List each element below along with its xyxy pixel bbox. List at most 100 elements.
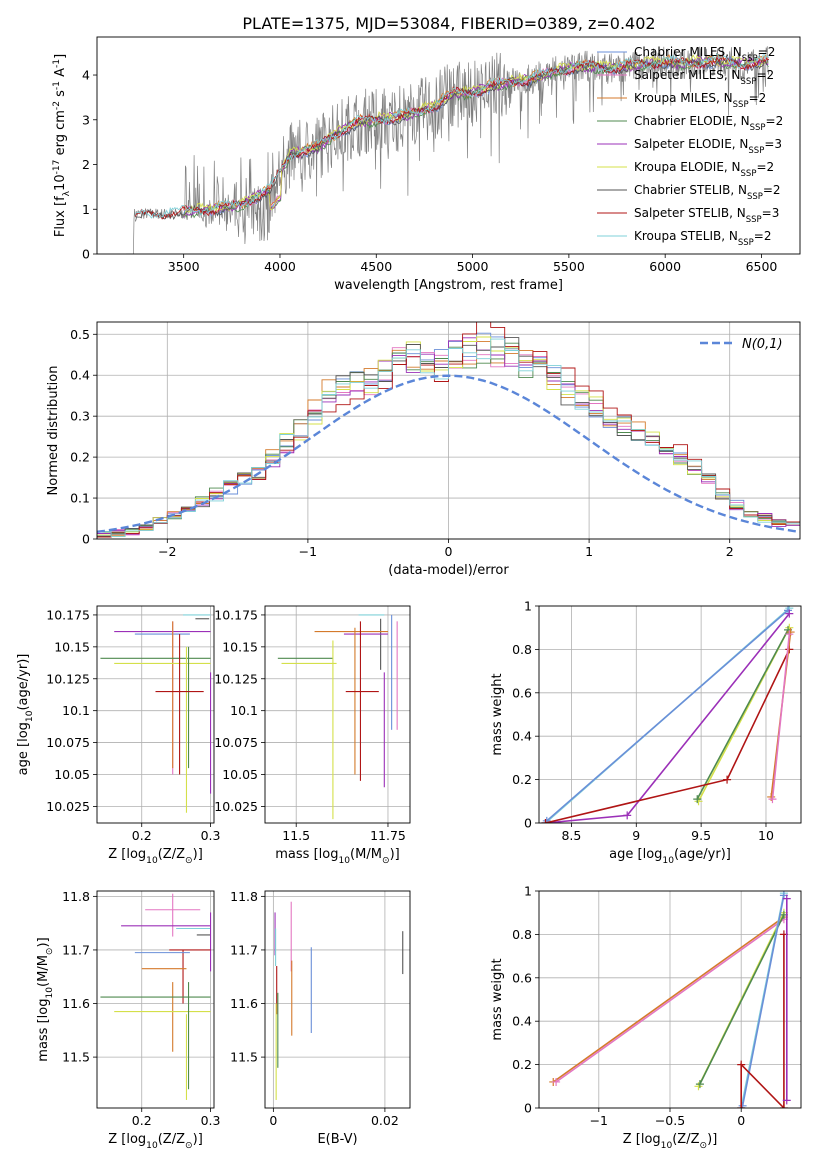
legend-label: Salpeter STELIB, NSSP=3 [634, 206, 779, 225]
x-tick-label: 0.2 [132, 1113, 152, 1128]
label-part: 10 [146, 1141, 158, 1151]
y-axis-label: Normed distribution [46, 366, 61, 496]
label-part: 10 [25, 710, 35, 722]
x-tick-label: 5000 [457, 259, 489, 274]
weight-marker [738, 1101, 747, 1108]
plot-area [100, 614, 212, 813]
label-part: -2 [52, 101, 62, 110]
axes-frame [96, 605, 215, 824]
label-part: mass [log [36, 999, 51, 1062]
x-tick-label: 4500 [360, 259, 392, 274]
label-part: N(0,1) [742, 337, 783, 352]
label-part: Z [log [623, 1132, 661, 1147]
error-bar-point [155, 634, 204, 775]
y-tick-label: 0 [82, 247, 90, 262]
weight-line-kroupa_miles [552, 916, 785, 1083]
legend-label-tail: =2 [756, 160, 774, 174]
x-tick-label: 0.02 [371, 1113, 399, 1128]
x-axis-label: wavelength [Angstrom, rest frame] [334, 278, 563, 293]
y-tick-label: 0.5 [70, 327, 90, 342]
legend-label-sub: SSP [741, 169, 757, 179]
chart-age_vs_Z: 0.2 0.3 10.025 10.05 10.075 10.1 10.125 10.15 10… [16, 605, 221, 866]
label-part: )] [193, 1132, 203, 1147]
y-tick-label: 0.4 [512, 729, 532, 744]
label-part: (Z/Z [158, 847, 185, 862]
y-tick-label: 0.4 [70, 368, 90, 383]
y-tick-label: 11.5 [230, 1050, 258, 1065]
model-spectrum-salpeter_stelib [135, 54, 769, 220]
normal-distribution-curve [97, 374, 800, 533]
legend-label-tail: =2 [756, 68, 774, 82]
plot-area [274, 901, 404, 1100]
y-tick-label: 0.2 [70, 450, 90, 465]
label-part: 10 [53, 174, 68, 191]
weight-marker [693, 795, 702, 804]
y-tick-label: 0.2 [512, 772, 532, 787]
y-tick-label: 0.4 [512, 1014, 532, 1029]
y-tick-label: 0 [524, 1101, 532, 1116]
y-tick-label: 10.025 [214, 799, 258, 814]
legend-label-tail: =2 [763, 183, 781, 197]
label-part: λ [62, 190, 72, 196]
y-tick-label: 10.1 [62, 703, 90, 718]
x-axis-label: mass [log10(M/M⊙)] [275, 847, 399, 866]
y-tick-label: 10.075 [214, 735, 258, 750]
weight-line-salpeter_miles [771, 634, 791, 800]
weight-line-chabrier_miles [546, 609, 789, 822]
legend-label: Kroupa MILES, NSSP=2 [634, 91, 766, 110]
legend-label-text: Salpeter STELIB, N [634, 206, 746, 220]
weight-marker [723, 775, 732, 784]
y-tick-label: 3 [82, 112, 90, 127]
x-tick-label: 9.5 [691, 828, 711, 843]
chart-weight_vs_Z: −1 −0.5 0 0 0.2 0.4 0.6 0.8 1 Z [log10(Z/Z⊙)] mass… [490, 884, 802, 1151]
weight-line-salpeter_miles [555, 918, 785, 1083]
label-part: ⊙ [185, 1141, 193, 1151]
label-part: )] [707, 1132, 717, 1147]
y-tick-label: 0.6 [512, 970, 532, 985]
figure-title: PLATE=1375, MJD=53084, FIBERID=0389, z=0… [242, 14, 655, 33]
x-tick-label: 8.5 [561, 828, 581, 843]
legend-label-sub: SSP [750, 123, 766, 133]
x-axis-label: E(B-V) [317, 1132, 357, 1147]
label-part: )] [193, 847, 203, 862]
y-tick-label: 0.2 [512, 1057, 532, 1072]
label-part: (data-model)/error [388, 563, 509, 578]
label-part: ⊙ [382, 856, 390, 866]
x-tick-label: 0 [269, 1113, 277, 1128]
y-tick-label: 0.8 [512, 642, 532, 657]
legend-label-text: Salpeter ELODIE, N [634, 137, 748, 151]
label-part: A [53, 68, 68, 81]
x-tick-label: 0 [737, 1113, 745, 1128]
y-tick-label: 0.6 [512, 685, 532, 700]
y-tick-label: 1 [524, 599, 532, 614]
y-tick-label: 11.7 [230, 942, 258, 957]
label-part: (Z/Z [672, 1132, 699, 1147]
y-tick-label: 10.1 [230, 703, 258, 718]
legend-label: Kroupa ELODIE, NSSP=2 [634, 160, 774, 179]
y-tick-label: 4 [82, 68, 90, 83]
weight-line-chabrier_elodie [699, 914, 785, 1085]
label-part: 10 [662, 856, 674, 866]
y-tick-label: 11.8 [230, 889, 258, 904]
legend-label-text: Salpeter MILES, N [634, 68, 741, 82]
weight-marker [782, 894, 791, 903]
y-tick-label: 0.8 [512, 927, 532, 942]
label-part: erg cm [53, 110, 68, 159]
legend-label-text: Kroupa ELODIE, N [634, 160, 741, 174]
weight-marker [767, 792, 776, 801]
weight-marker [541, 819, 550, 823]
x-tick-label: 11.5 [282, 828, 310, 843]
legend-label: Chabrier ELODIE, NSSP=2 [634, 114, 783, 133]
x-tick-label: 2 [726, 544, 734, 559]
label-part: age [log [16, 722, 31, 775]
x-tick-label: 11.75 [370, 828, 406, 843]
x-tick-label: 4000 [264, 259, 296, 274]
y-tick-label: 10.05 [54, 767, 90, 782]
legend-label: N(0,1) [742, 337, 783, 352]
legend-label-sub: SSP [747, 192, 763, 202]
label-part: Normed distribution [46, 366, 61, 496]
axes-frame [264, 605, 411, 824]
legend-label-text: Kroupa MILES, N [634, 91, 733, 105]
